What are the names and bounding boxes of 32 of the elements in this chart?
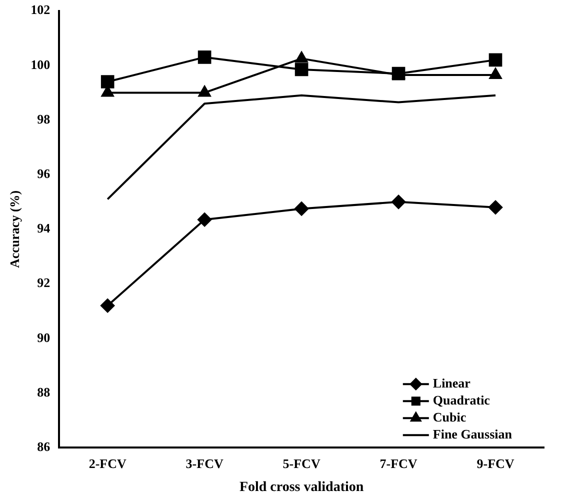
y-tick-label: 90 — [37, 330, 50, 345]
point — [488, 200, 503, 214]
y-axis-title: Accuracy (%) — [7, 190, 22, 268]
point — [198, 50, 212, 64]
point — [488, 53, 502, 67]
point — [294, 202, 309, 216]
y-tick-label: 92 — [37, 275, 50, 290]
legend-label: Cubic — [432, 409, 466, 424]
point — [294, 62, 308, 76]
point — [198, 212, 212, 227]
x-tick-label: 3-FCV — [186, 456, 224, 471]
legend-label: Linear — [432, 375, 471, 390]
point — [100, 298, 115, 313]
y-tick-label: 100 — [30, 56, 50, 72]
point — [198, 86, 211, 97]
x-tick-label: 5-FCV — [282, 456, 321, 471]
y-tick-label: 88 — [37, 384, 51, 400]
x-tick-label: 9-FCV — [476, 456, 515, 471]
point — [392, 194, 406, 209]
point — [100, 75, 114, 88]
legend-label: Fine Gaussian — [432, 426, 513, 442]
legend-label: Quadratic — [432, 392, 490, 408]
x-tick-label: 2-FCV — [88, 456, 127, 471]
y-tick-label: 96 — [37, 166, 51, 181]
point — [295, 52, 308, 63]
y-tick-label: 102 — [30, 2, 50, 18]
x-axis-title: Fold cross validation — [239, 480, 364, 496]
y-tick-label: 98 — [37, 111, 51, 126]
point — [489, 68, 502, 79]
x-tick-label: 7-FCV — [380, 456, 418, 471]
y-tick-label: 94 — [37, 220, 51, 236]
y-tick-label: 86 — [37, 438, 51, 454]
